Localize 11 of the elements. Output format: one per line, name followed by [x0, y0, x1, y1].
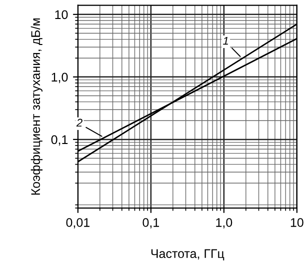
x-tick-label: 0,01 [66, 218, 90, 228]
y-tick-label: 10 [55, 10, 68, 20]
x-tick-label: 0,1 [142, 218, 159, 228]
y-tick-label: 1,0 [52, 72, 68, 84]
y-axis-title: Коэффициент затухания, дБ/м [30, 18, 42, 195]
x-axis-title: Частота, ГГц [151, 249, 224, 260]
series-label: 2 [76, 118, 82, 127]
x-tick-label: 1,0 [216, 218, 232, 228]
series-label: 1 [223, 36, 228, 45]
x-tick-label: 10 [290, 218, 304, 227]
y-tick-label: 0,1 [51, 135, 68, 146]
